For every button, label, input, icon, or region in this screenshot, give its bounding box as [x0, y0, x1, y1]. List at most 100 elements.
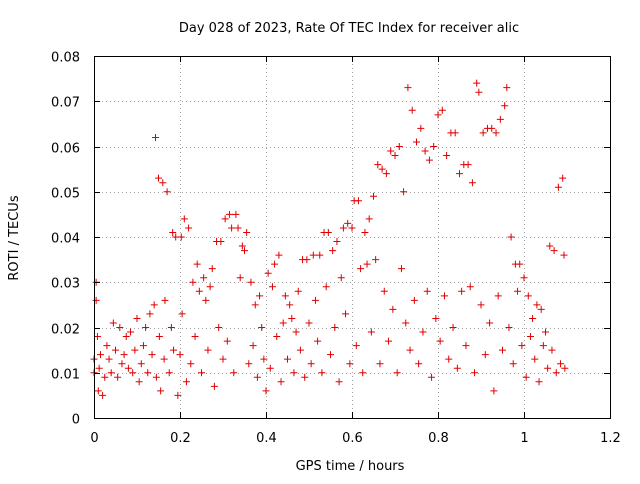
data-point — [204, 346, 212, 354]
data-point — [249, 342, 257, 350]
data-point — [413, 138, 420, 146]
data-point — [142, 324, 150, 331]
data-point — [238, 242, 246, 250]
x-tick-label: 0.6 — [342, 431, 363, 446]
data-point — [546, 242, 554, 250]
data-point — [169, 228, 177, 236]
data-point — [507, 233, 515, 241]
data-point — [219, 355, 227, 363]
data-point — [389, 305, 397, 313]
y-axis-label: ROTI / TECUs — [7, 195, 22, 280]
data-point — [499, 346, 506, 354]
data-point — [359, 369, 367, 377]
data-point — [198, 369, 205, 377]
data-point — [112, 346, 119, 354]
data-point — [428, 373, 436, 381]
data-point — [378, 165, 386, 173]
y-tick-label: 0.01 — [51, 368, 80, 383]
data-point — [277, 378, 285, 386]
data-point — [193, 260, 201, 268]
data-point — [479, 129, 487, 137]
data-point — [380, 287, 388, 295]
y-tick-label: 0 — [72, 413, 80, 428]
data-point — [486, 319, 494, 327]
data-point — [266, 364, 274, 372]
data-point — [258, 324, 266, 331]
data-point — [189, 278, 197, 286]
data-point — [473, 79, 481, 87]
data-point — [290, 369, 298, 377]
data-point — [477, 301, 485, 309]
data-point — [103, 342, 111, 350]
data-point — [243, 228, 251, 236]
data-point — [206, 283, 214, 291]
data-point — [354, 197, 362, 205]
data-point — [247, 278, 255, 286]
data-point — [342, 310, 350, 318]
data-point — [217, 238, 225, 246]
data-point — [152, 373, 160, 381]
x-tick-label: 1.2 — [600, 431, 621, 446]
data-point — [96, 351, 104, 359]
data-point — [124, 364, 132, 372]
data-point — [296, 346, 304, 354]
data-point — [116, 324, 124, 331]
data-point — [200, 274, 208, 282]
data-point — [466, 283, 474, 291]
data-point — [554, 183, 562, 191]
data-point — [127, 328, 135, 336]
x-tick-labels: 0 0.2 0.4 0.6 0.8 1 1.2 — [90, 431, 620, 446]
data-point — [95, 364, 103, 372]
data-point — [177, 233, 185, 241]
data-point — [174, 391, 182, 399]
data-point — [462, 342, 470, 350]
data-point — [245, 360, 253, 368]
data-point — [419, 328, 427, 336]
data-point — [288, 314, 296, 322]
data-point — [397, 265, 405, 273]
data-point — [423, 287, 431, 295]
data-point — [503, 84, 511, 92]
data-point — [529, 314, 537, 322]
data-point — [279, 319, 287, 327]
data-point — [400, 188, 408, 196]
y-tick-label: 0.07 — [51, 96, 80, 111]
data-point — [496, 115, 504, 123]
data-point — [352, 342, 360, 350]
data-point — [410, 296, 418, 304]
data-point — [260, 355, 268, 363]
data-point — [494, 292, 502, 300]
data-point — [223, 337, 231, 345]
data-point — [167, 324, 175, 331]
data-point — [93, 333, 101, 341]
data-point — [333, 238, 341, 246]
data-point — [415, 360, 423, 368]
data-point — [318, 369, 326, 377]
data-point — [109, 319, 117, 327]
data-point — [122, 333, 130, 341]
data-point — [225, 210, 233, 218]
data-point — [557, 360, 565, 368]
data-point — [92, 296, 100, 304]
data-point — [372, 256, 380, 264]
data-point — [552, 369, 560, 377]
data-point — [165, 369, 173, 377]
data-point — [363, 260, 371, 268]
x-tick-label: 0.2 — [170, 431, 191, 446]
data-point — [120, 351, 128, 359]
x-tick-label: 0.4 — [256, 431, 277, 446]
data-point — [210, 382, 218, 390]
data-point — [357, 265, 365, 273]
data-point — [101, 373, 109, 381]
data-point — [385, 337, 393, 345]
data-point — [133, 314, 141, 322]
data-point — [185, 224, 193, 232]
data-point — [191, 333, 199, 341]
data-point — [268, 283, 276, 291]
data-point — [475, 88, 483, 96]
data-point — [309, 251, 317, 259]
data-point — [344, 219, 352, 227]
data-point — [294, 287, 302, 295]
data-point — [537, 305, 545, 313]
